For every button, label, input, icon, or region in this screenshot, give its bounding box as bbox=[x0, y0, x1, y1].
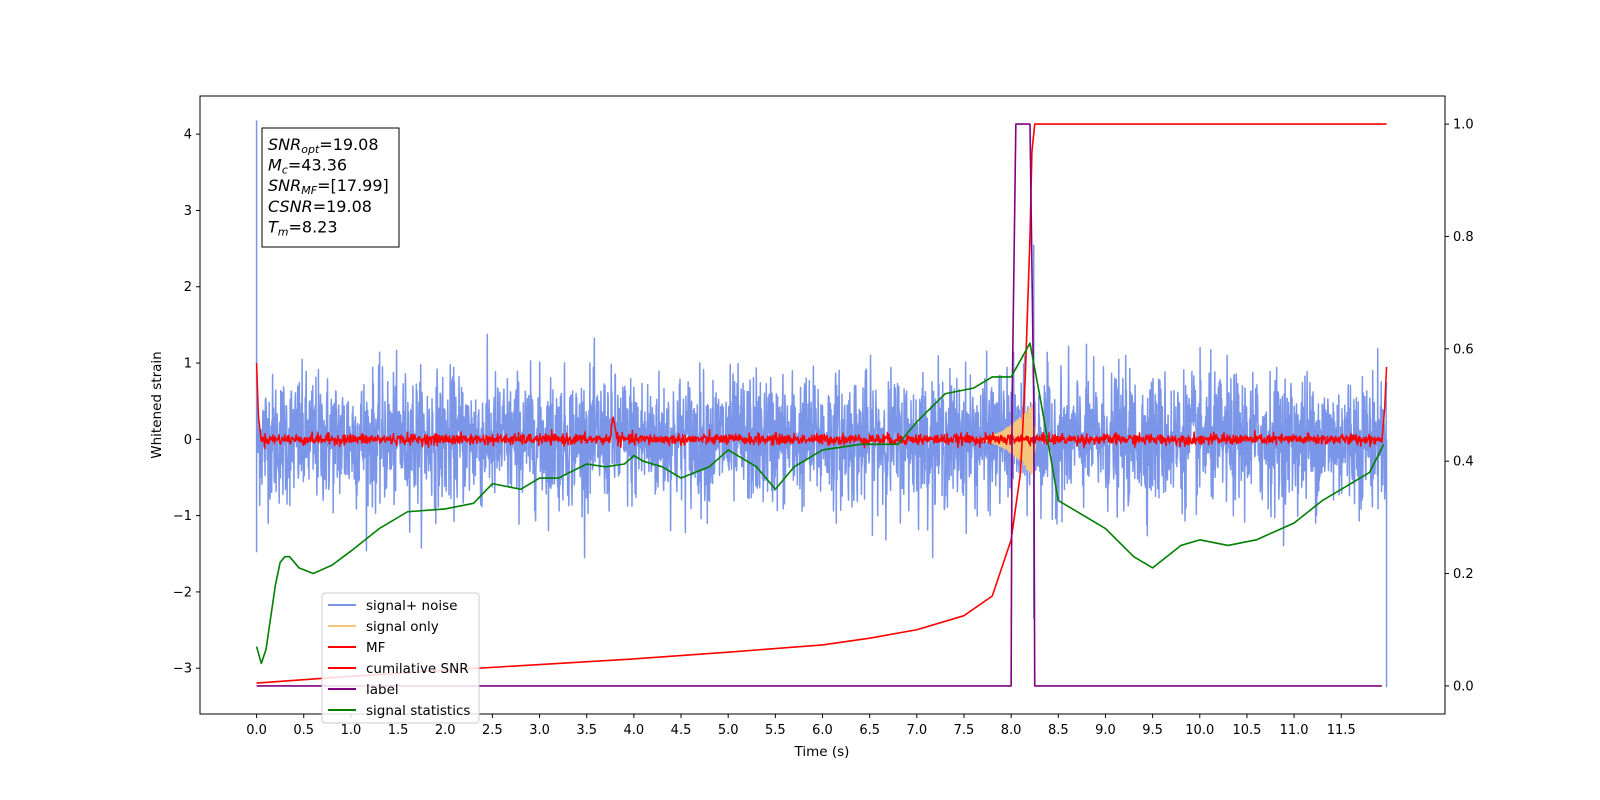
y-left-tick-label: 0 bbox=[184, 433, 192, 448]
annotation-value: =43.36 bbox=[288, 156, 347, 175]
x-tick-label: 9.5 bbox=[1142, 723, 1163, 738]
y-axis-right: 0.0 0.2 0.4 0.6 0.8 1.0 bbox=[1445, 118, 1474, 694]
annotation-line: Mc=43.36 bbox=[268, 156, 347, 177]
annotation-symbol: T bbox=[268, 217, 279, 236]
x-tick-label: 3.0 bbox=[529, 723, 550, 738]
x-tick-label: 0.0 bbox=[246, 723, 267, 738]
legend-label: signal only bbox=[366, 619, 439, 635]
annotation-value: =[17.99] bbox=[317, 176, 389, 195]
x-tick-label: 5.0 bbox=[718, 723, 739, 738]
y-axis-left: −3 −2 −1 0 1 2 3 4 bbox=[173, 128, 200, 677]
x-tick-label: 11.0 bbox=[1280, 723, 1309, 738]
x-tick-label: 6.0 bbox=[812, 723, 833, 738]
series-layer bbox=[255, 120, 1388, 688]
x-tick-label: 11.5 bbox=[1327, 723, 1356, 738]
series-cumilative-snr-line bbox=[256, 123, 1387, 684]
series-label-line bbox=[256, 123, 1382, 687]
y-left-tick-label: −1 bbox=[173, 509, 192, 524]
y-right-tick-label: 0.6 bbox=[1453, 342, 1474, 357]
y-left-tick-label: 1 bbox=[184, 357, 192, 372]
annotation-subscript: c bbox=[282, 164, 288, 177]
legend-label: signal statistics bbox=[366, 703, 470, 719]
x-tick-label: 2.0 bbox=[435, 723, 456, 738]
annotation-subscript: opt bbox=[301, 143, 320, 156]
series-mf-line bbox=[255, 363, 1388, 450]
y-left-tick-label: 3 bbox=[184, 204, 192, 219]
annotation-symbol: M bbox=[268, 156, 282, 175]
legend: signal+ noise signal only MF cumilative SNR… bbox=[321, 592, 480, 724]
x-tick-label: 8.5 bbox=[1048, 723, 1069, 738]
y-left-tick-label: −3 bbox=[173, 662, 192, 677]
y-axis-left-label: Whitened strain bbox=[149, 351, 165, 458]
annotation-symbol: SNR bbox=[268, 135, 301, 154]
annotation-symbol: CSNR bbox=[268, 197, 313, 216]
y-right-tick-label: 0.0 bbox=[1453, 679, 1474, 694]
annotation-line: SNRMF=[17.99] bbox=[268, 176, 389, 197]
annotation-line: CSNR=19.08 bbox=[268, 197, 372, 216]
x-tick-label: 4.5 bbox=[671, 723, 692, 738]
x-tick-label: 0.5 bbox=[293, 723, 314, 738]
y-left-tick-label: −2 bbox=[173, 585, 192, 600]
annotation-value: =8.23 bbox=[289, 217, 338, 236]
x-tick-label: 4.0 bbox=[624, 723, 645, 738]
annotation-value: =19.08 bbox=[319, 135, 378, 154]
x-tick-label: 1.0 bbox=[341, 723, 362, 738]
x-tick-label: 1.5 bbox=[388, 723, 409, 738]
legend-label: signal+ noise bbox=[366, 598, 457, 614]
y-right-tick-label: 0.4 bbox=[1453, 455, 1474, 470]
annotation-box: SNRopt=19.08Mc=43.36SNRMF=[17.99]CSNR=19… bbox=[261, 127, 400, 248]
x-tick-label: 6.5 bbox=[859, 723, 880, 738]
legend-label: cumilative SNR bbox=[366, 661, 469, 677]
annotation-subscript: m bbox=[278, 225, 289, 238]
x-tick-label: 9.0 bbox=[1095, 723, 1116, 738]
x-tick-label: 2.5 bbox=[482, 723, 503, 738]
x-tick-label: 10.5 bbox=[1232, 723, 1261, 738]
x-axis-label: Time (s) bbox=[794, 744, 850, 760]
annotation-frame bbox=[261, 127, 400, 248]
y-right-tick-label: 0.8 bbox=[1453, 230, 1474, 245]
y-left-tick-label: 4 bbox=[184, 128, 192, 143]
x-tick-label: 7.0 bbox=[906, 723, 927, 738]
y-right-tick-label: 1.0 bbox=[1453, 118, 1474, 133]
x-tick-label: 10.0 bbox=[1185, 723, 1214, 738]
annotation-line: SNRopt=19.08 bbox=[268, 135, 379, 156]
y-left-tick-label: 2 bbox=[184, 280, 192, 295]
x-tick-label: 7.5 bbox=[954, 723, 975, 738]
legend-label: label bbox=[366, 682, 399, 698]
annotation-symbol: SNR bbox=[268, 176, 301, 195]
annotation-subscript: MF bbox=[301, 184, 317, 197]
series-signal-statistics-line bbox=[255, 342, 1385, 665]
annotation-line: Tm=8.23 bbox=[268, 217, 338, 238]
x-tick-label: 3.5 bbox=[576, 723, 597, 738]
x-tick-label: 5.5 bbox=[765, 723, 786, 738]
x-tick-label: 8.0 bbox=[1001, 723, 1022, 738]
legend-frame bbox=[321, 592, 480, 724]
y-right-tick-label: 0.2 bbox=[1453, 567, 1474, 582]
annotation-value: =19.08 bbox=[313, 197, 372, 216]
legend-label: MF bbox=[366, 640, 385, 656]
